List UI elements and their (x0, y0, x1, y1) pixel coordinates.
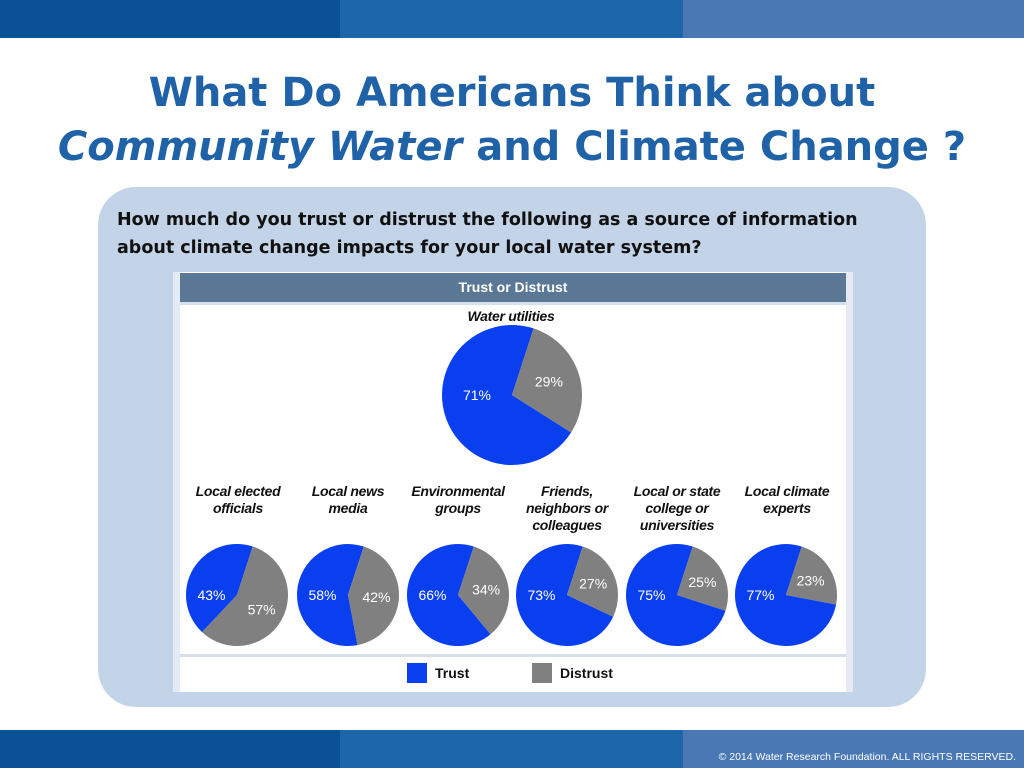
legend-swatch-distrust (532, 663, 552, 683)
title-line-2: Community Water and Climate Change ? (0, 120, 1024, 174)
data-label-trust-local-elected-officials: 43% (197, 587, 225, 603)
legend-swatch-trust (407, 663, 427, 683)
data-label-trust-friends-neighbors-or-colleagues: 73% (527, 587, 555, 603)
pie-label-water-utilities: Water utilities (467, 308, 555, 324)
survey-question: How much do you trust or distrust the fo… (117, 210, 858, 258)
title-line-1: What Do Americans Think about (148, 70, 876, 116)
pie-slice-distrust-local-or-state-college-or-universities (677, 546, 728, 611)
pie-label-environmental-groups: Environmental groups (411, 483, 505, 516)
pie-slice-distrust-friends-neighbors-or-colleagues (567, 546, 618, 617)
bottom-bar-segment (683, 730, 1024, 768)
pie-slice-trust-local-climate-experts (735, 544, 837, 647)
data-label-trust-environmental-groups: 66% (418, 587, 446, 603)
pie-label-local-climate-experts: Local climate experts (744, 483, 830, 516)
pie-slice-distrust-environmental-groups (458, 546, 510, 635)
pie-slice-distrust-local-climate-experts (786, 546, 838, 605)
data-label-distrust-local-or-state-college-or-universities: 25% (688, 574, 716, 590)
bottom-bar-segment (0, 730, 340, 768)
legend-item-distrust: Distrust (532, 662, 613, 684)
top-accent-bar (0, 0, 1024, 38)
data-label-trust-water-utilities: 71% (463, 387, 491, 403)
bottom-bar-segment (340, 730, 683, 768)
pie-slice-trust-water-utilities (441, 325, 572, 466)
data-label-distrust-local-elected-officials: 57% (248, 602, 276, 618)
data-label-trust-local-news-media: 58% (308, 587, 336, 603)
data-label-distrust-friends-neighbors-or-colleagues: 27% (579, 576, 607, 592)
pie-slice-trust-local-or-state-college-or-universities (625, 544, 726, 647)
divider (180, 654, 846, 657)
legend-label-distrust: Distrust (560, 665, 613, 681)
pie-slice-trust-local-elected-officials (186, 544, 253, 633)
title-italic-part: Community Water (57, 124, 463, 170)
data-label-distrust-local-news-media: 42% (362, 589, 390, 605)
pie-slice-trust-friends-neighbors-or-colleagues (515, 544, 614, 647)
top-bar-segment (683, 0, 1024, 38)
pie-label-college-universities: Local or state college or universities (633, 483, 721, 533)
divider (180, 302, 846, 305)
pie-slice-trust-environmental-groups (407, 544, 491, 647)
pie-label-local-elected-officials: Local elected officials (195, 483, 281, 516)
pie-label-friends-neighbors: Friends, neighbors or colleagues (526, 483, 608, 533)
data-label-trust-local-or-state-college-or-universities: 75% (637, 587, 665, 603)
copyright-footer: © 2014 Water Research Foundation. ALL RI… (718, 751, 1016, 763)
top-bar-segment (0, 0, 340, 38)
legend-label-trust: Trust (435, 665, 470, 681)
data-label-distrust-water-utilities: 29% (535, 374, 563, 390)
pie-slice-trust-local-news-media (297, 544, 364, 647)
bottom-accent-bar (0, 730, 1024, 768)
data-label-distrust-environmental-groups: 34% (472, 582, 500, 598)
chart-title: Trust or Distrust (180, 273, 846, 302)
data-label-trust-local-climate-experts: 77% (746, 587, 774, 603)
pie-label-local-news-media: Local news media (311, 483, 385, 516)
data-label-distrust-local-climate-experts: 23% (797, 573, 825, 589)
pie-slice-distrust-water-utilities (512, 328, 582, 433)
legend-item-trust: Trust (407, 662, 469, 684)
slide-title: What Do Americans Think about Community … (0, 66, 1024, 174)
pie-slice-distrust-local-elected-officials (202, 546, 289, 647)
title-rest-part: and Climate Change ? (462, 124, 967, 170)
top-bar-segment (340, 0, 683, 38)
pie-slice-distrust-local-news-media (348, 546, 400, 646)
